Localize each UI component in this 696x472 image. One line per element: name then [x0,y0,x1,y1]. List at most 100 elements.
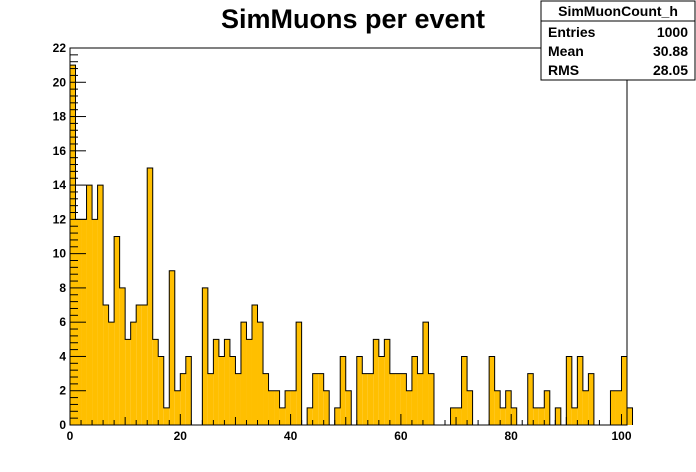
histogram-bin [367,373,374,425]
y-tick-label: 20 [53,75,67,89]
y-tick-label: 10 [53,247,67,261]
histogram-bin [246,339,252,425]
histogram-bin [158,356,164,425]
histogram-bin [610,390,616,425]
histogram-bin [97,185,104,425]
histogram-bin [505,390,512,425]
histogram-bin [362,373,368,425]
histogram-bin [345,390,352,425]
histogram-outline [69,64,634,426]
histogram-bin [125,339,131,425]
histogram-bin [334,407,341,425]
stats-box: SimMuonCount_h Entries 1000 Mean 30.88 R… [540,0,696,81]
y-tick-label: 6 [59,315,66,329]
histogram-bin [395,373,401,425]
histogram-bin [263,373,269,425]
histogram-bin [202,287,208,425]
histogram-bin [588,373,594,425]
histogram-bin [373,339,379,425]
x-tick-label: 100 [611,429,631,443]
histogram-bin [296,322,302,425]
histogram-bin [92,219,98,425]
x-tick-label: 0 [67,429,74,443]
histogram-bin [566,356,572,425]
x-tick-label: 80 [505,429,519,443]
histogram-bin [240,322,247,425]
histogram-bin [571,407,578,425]
histogram-bin [86,185,93,425]
y-tick-label: 12 [53,212,67,226]
histogram-bin [500,407,506,425]
histogram-bin [147,167,153,426]
histogram-bin [70,65,76,426]
histogram-bin [450,407,457,425]
histogram-bin [274,390,280,425]
y-tick-label: 8 [59,281,66,295]
histogram-bin [279,407,286,425]
histogram-bin [511,407,517,425]
histogram-bin [577,356,583,425]
histogram-bin [422,322,429,425]
histogram-bin [180,373,186,425]
histogram-bin [136,305,142,425]
x-axis: 0 20 40 60 80 100 [67,414,632,443]
histogram-bin [152,339,159,425]
histogram-bin [340,356,346,425]
histogram-bin [141,305,148,425]
histogram-bin [185,356,192,425]
y-tick-label: 0 [59,418,66,432]
histogram-bin [627,407,633,425]
histogram-bin [428,373,434,425]
histogram-bin [356,356,363,425]
stats-mean-value: 30.88 [653,43,688,59]
histogram-bin [621,356,627,425]
histogram-bin [533,407,539,425]
histogram-bin [163,407,170,425]
histogram-bin [494,390,501,425]
histogram-bin [174,390,181,425]
x-tick-label: 40 [284,429,298,443]
histogram-bin [285,390,291,425]
stats-entries-label: Entries [548,24,596,40]
histogram-bin [384,339,390,425]
y-tick-label: 18 [53,110,67,124]
histogram-bin [312,373,319,425]
histogram-bin [169,270,175,425]
plot-frame [69,47,628,426]
stats-histogram-name: SimMuonCount_h [558,3,678,19]
histogram-bin [417,373,423,425]
histogram-bin [268,390,275,425]
y-axis: 0 2 4 6 8 10 12 14 16 18 20 22 [53,41,86,432]
histogram-bin [229,356,236,425]
stats-rms-value: 28.05 [653,62,688,78]
bars-group [70,65,633,426]
stats-entries-value: 1000 [657,24,688,40]
y-tick-label: 22 [53,41,67,55]
histogram-bin [411,356,418,425]
histogram-bin [318,373,324,425]
y-tick-label: 16 [53,144,67,158]
histogram-bin [389,373,396,425]
histogram-bin [323,390,330,425]
histogram-bin [224,339,230,425]
histogram-bin [130,322,137,425]
histogram-bin [489,356,495,425]
histogram-bin [615,390,622,425]
y-tick-label: 14 [53,178,67,192]
histogram-bin [119,287,126,425]
x-tick-label: 60 [394,429,408,443]
histogram-bin [456,407,462,425]
histogram-bin [257,322,264,425]
histogram-bin [467,390,473,425]
histogram-bin [213,339,219,425]
histogram-bin [582,390,589,425]
histogram-bin [538,407,545,425]
stats-mean-label: Mean [548,43,584,59]
histogram-bin [207,373,214,425]
y-tick-label: 2 [59,384,66,398]
histogram-bin [235,373,241,425]
histogram-bin [406,390,412,425]
x-tick-label: 20 [174,429,188,443]
stats-rms-label: RMS [548,62,579,78]
